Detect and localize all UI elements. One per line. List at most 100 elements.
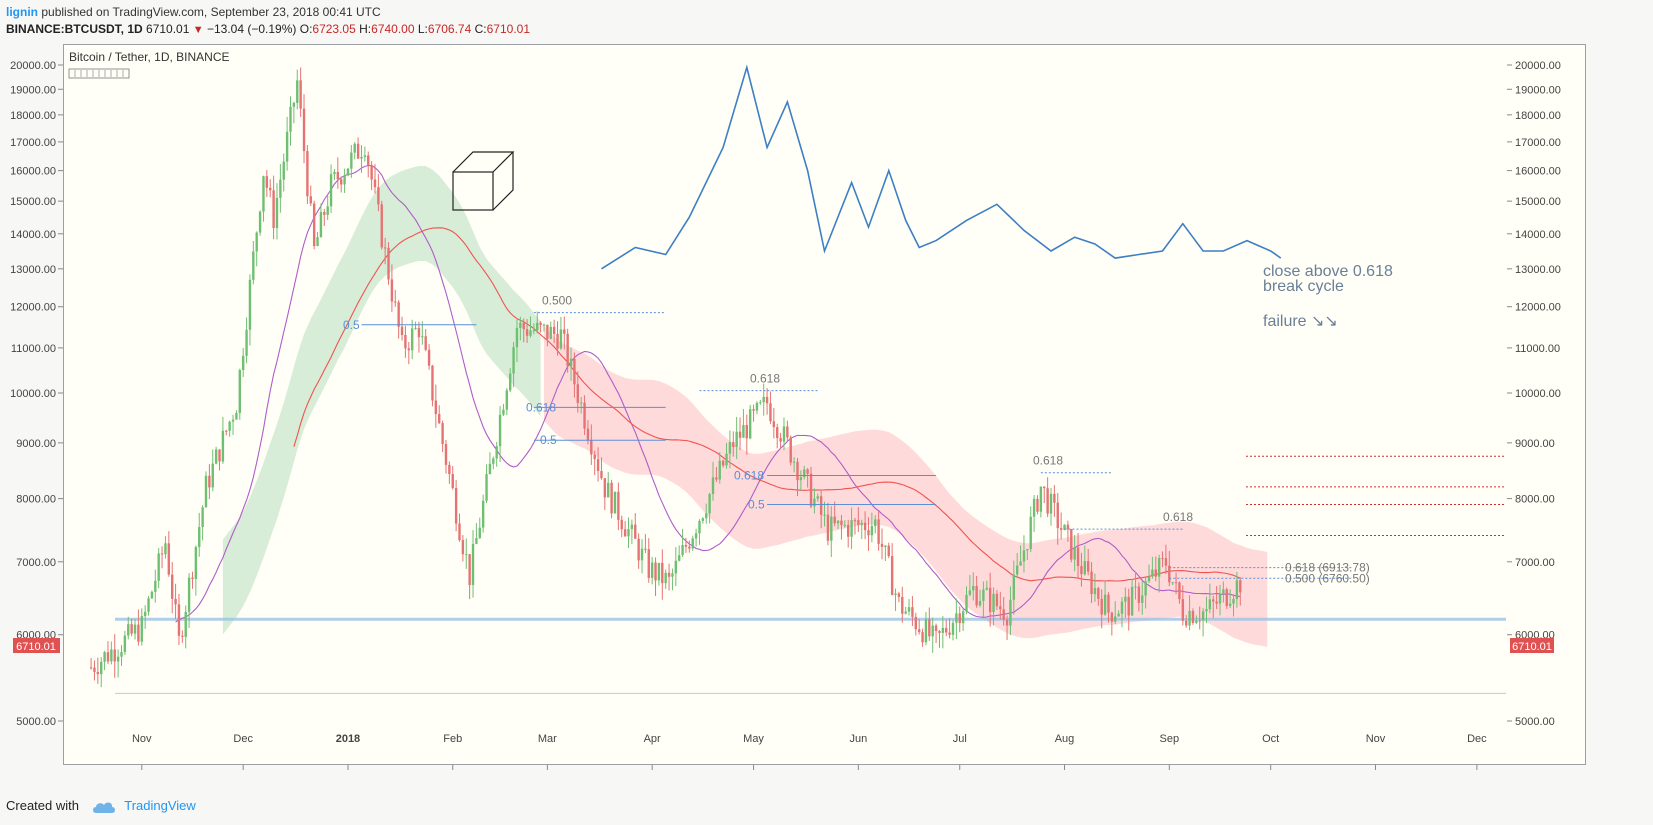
indicator-legend-icon[interactable] [68, 68, 130, 79]
price-tag-right: 6710.01 [1510, 638, 1554, 653]
candle-body [400, 326, 404, 335]
candle-body [488, 463, 492, 475]
candle-body [519, 322, 522, 328]
price-chart[interactable]: 0.5 0.500 0.618 0.5 0.618 0.5 0.618 0.618 0.618 0… [0, 0, 1653, 790]
candle-body [512, 347, 515, 374]
candle-body [894, 593, 897, 595]
candle-body [880, 543, 884, 547]
y-tick-label-right: 20000.00 [1515, 60, 1561, 72]
y-tick-label-right: 18000.00 [1515, 110, 1561, 122]
candle-body [309, 196, 312, 204]
tradingview-link[interactable]: TradingView [124, 798, 196, 813]
y-tick-label-left: 19000.00 [10, 84, 56, 96]
candle-body [1019, 561, 1022, 566]
candle-body [201, 507, 204, 528]
candle-body [826, 514, 830, 541]
candle-body [965, 594, 968, 612]
low-label: L: [417, 22, 428, 36]
chart-frame[interactable] [63, 44, 1586, 765]
candle-body [275, 197, 279, 229]
candle-body [478, 527, 481, 538]
candle-body [634, 524, 637, 539]
candle-body [326, 206, 329, 215]
candle-body [776, 427, 779, 438]
candle-body [137, 624, 140, 642]
candle-body [1208, 599, 1212, 610]
candle-body [174, 598, 177, 605]
candle-body [1117, 613, 1120, 617]
fib-level-label: 0.618 [1163, 510, 1193, 524]
chart-header: lignin published on TradingView.com, Sep… [0, 0, 1653, 44]
candle-body [211, 463, 214, 488]
candle-body [93, 667, 96, 672]
candle-body [373, 179, 377, 188]
candle-body [995, 593, 999, 607]
candle-body [103, 652, 106, 662]
candle-body [870, 526, 874, 536]
candle-body [1032, 498, 1036, 517]
candle-body [613, 491, 617, 514]
candle-body [1103, 594, 1107, 615]
candle-body [721, 460, 725, 466]
candle-body [972, 585, 975, 591]
y-tick-label-right: 7000.00 [1515, 557, 1555, 569]
candle-body [380, 204, 383, 248]
candle-body [191, 577, 194, 580]
candle-body [451, 474, 454, 489]
low-value: 6706.74 [427, 22, 472, 36]
fib-level-label: 0.5 [540, 433, 557, 447]
candle-body [1198, 620, 1201, 622]
candle-body [495, 446, 498, 459]
candle-body [576, 384, 579, 403]
candle-body [1171, 582, 1174, 584]
candle-body [620, 519, 623, 530]
candle-body [485, 474, 488, 501]
author-link[interactable]: lignin [6, 5, 38, 19]
y-tick-label-left: 14000.00 [10, 229, 56, 241]
candle-body [546, 324, 549, 339]
candle-body [1093, 588, 1097, 595]
candle-body [130, 624, 133, 634]
fib-level-label: 0.618 [526, 400, 556, 414]
candle-body [1029, 516, 1032, 550]
overlay-cycle-line [601, 64, 1282, 270]
x-tick-label: Nov [132, 733, 152, 745]
annotation-close-above: close above 0.618 [1263, 263, 1393, 280]
candle-body [323, 211, 326, 215]
x-tick-label: Dec [233, 733, 253, 745]
candle-body [988, 587, 992, 613]
candle-body [1174, 582, 1178, 584]
candle-body [465, 554, 468, 556]
candle-body [184, 611, 187, 637]
overlay-layer [601, 64, 1282, 270]
candle-body [431, 365, 434, 401]
candle-body [678, 555, 681, 561]
candle-body [302, 108, 306, 152]
candle-body [938, 631, 941, 633]
candle-body [434, 400, 438, 415]
candle-body [907, 607, 911, 612]
candle-body [1022, 550, 1026, 562]
candle-body [600, 471, 603, 479]
candle-body [383, 247, 387, 249]
candle-body [945, 627, 948, 633]
candle-body [857, 520, 860, 525]
x-tick-label: Dec [1467, 733, 1487, 745]
candle-body [884, 545, 887, 547]
candle-body [951, 622, 955, 635]
candle-body [921, 632, 924, 643]
candle-body [106, 652, 110, 662]
candle-body [610, 482, 613, 514]
candle-body [387, 247, 390, 280]
candle-body [1141, 595, 1144, 603]
ohlc-readout: BINANCE:BTCUSDT, 1D 6710.01 ▼ −13.04 (−0… [6, 22, 530, 36]
candle-body [181, 635, 184, 637]
candle-body [1043, 486, 1046, 489]
candle-body [262, 176, 265, 212]
candle-body [877, 519, 880, 544]
candle-body [559, 329, 563, 349]
candle-body [735, 431, 738, 447]
candle-body [843, 524, 847, 526]
y-tick-label-left: 8000.00 [16, 494, 56, 506]
candle-body [1205, 609, 1208, 612]
